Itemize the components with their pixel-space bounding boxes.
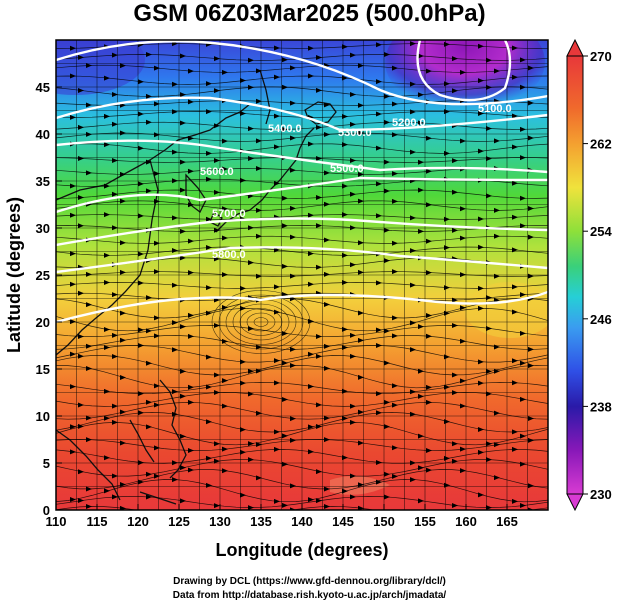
y-axis-label: Latitude (degrees)	[4, 197, 24, 353]
contour-label: 5300.0	[338, 127, 372, 139]
colorbar-ticks: 270 262 254 246 238 230	[583, 49, 612, 502]
x-tick-label: 140	[291, 514, 313, 529]
colorbar-tick-label: 230	[590, 487, 612, 502]
contour-label: 5700.0	[212, 208, 246, 220]
x-axis-ticks: 110 115 120 125 130 135 140 145 150 155 160 165	[46, 504, 518, 529]
y-tick-label: 5	[43, 456, 50, 471]
y-axis-ticks: 0 5 10 15 20 25 30 35 40 45	[36, 80, 62, 518]
y-tick-label: 0	[43, 503, 50, 518]
x-tick-label: 120	[127, 514, 149, 529]
y-tick-label: 25	[36, 268, 50, 283]
x-tick-label: 145	[332, 514, 354, 529]
contour-5500	[56, 176, 548, 214]
contour-5100	[416, 40, 512, 102]
contour-5300	[56, 96, 548, 132]
contour-label: 5500.0	[330, 163, 364, 175]
y-tick-label: 40	[36, 127, 50, 142]
contour-labels: 5100.0 5200.0 5300.0 5400.0 5500.0 5600.…	[200, 103, 512, 261]
x-axis-label: Longitude (degrees)	[215, 540, 388, 560]
map-title: GSM 06Z03Mar2025 (500.0hPa)	[133, 0, 486, 27]
contour-label: 5400.0	[268, 123, 302, 135]
contour-5200	[56, 40, 548, 106]
x-tick-label: 165	[496, 514, 518, 529]
credit-data: Data from http://database.rish.kyoto-u.a…	[172, 590, 447, 601]
height-contours	[56, 40, 548, 324]
y-tick-label: 45	[36, 80, 50, 95]
graticule	[56, 40, 548, 510]
contour-5700	[56, 246, 548, 274]
y-tick-label: 15	[36, 362, 50, 377]
y-tick-label: 20	[36, 315, 50, 330]
x-tick-label: 135	[250, 514, 272, 529]
colorbar-tick-label: 246	[590, 312, 612, 327]
contour-label: 5800.0	[212, 249, 246, 261]
contour-5600	[56, 217, 548, 247]
x-tick-label: 155	[414, 514, 436, 529]
y-tick-label: 10	[36, 409, 50, 424]
x-tick-label: 130	[209, 514, 231, 529]
y-tick-label: 30	[36, 221, 50, 236]
contour-label: 5100.0	[478, 103, 512, 115]
x-tick-label: 125	[168, 514, 190, 529]
credit-drawing: Drawing by DCL (https://www.gfd-dennou.o…	[173, 576, 446, 587]
x-tick-label: 110	[46, 514, 67, 529]
x-tick-label: 160	[455, 514, 477, 529]
contour-5800	[56, 290, 548, 324]
contour-5400	[56, 139, 548, 174]
colorbar-bottom-arrow	[566, 493, 584, 512]
colorbar-top-arrow	[566, 38, 584, 57]
colorbar-tick-label: 262	[590, 137, 612, 152]
y-tick-label: 35	[36, 174, 50, 189]
contour-label: 5200.0	[392, 117, 426, 129]
colorbar-tick-label: 270	[590, 49, 612, 64]
colorbar-tick-label: 238	[590, 399, 612, 414]
colorbar: 270 262 254 246 238 230	[566, 38, 612, 512]
contour-label: 5600.0	[200, 166, 234, 178]
x-tick-label: 115	[87, 514, 108, 529]
coastlines	[56, 69, 337, 505]
colorbar-tick-label: 254	[590, 224, 612, 239]
x-tick-label: 150	[373, 514, 395, 529]
colorbar-scale	[566, 55, 584, 495]
